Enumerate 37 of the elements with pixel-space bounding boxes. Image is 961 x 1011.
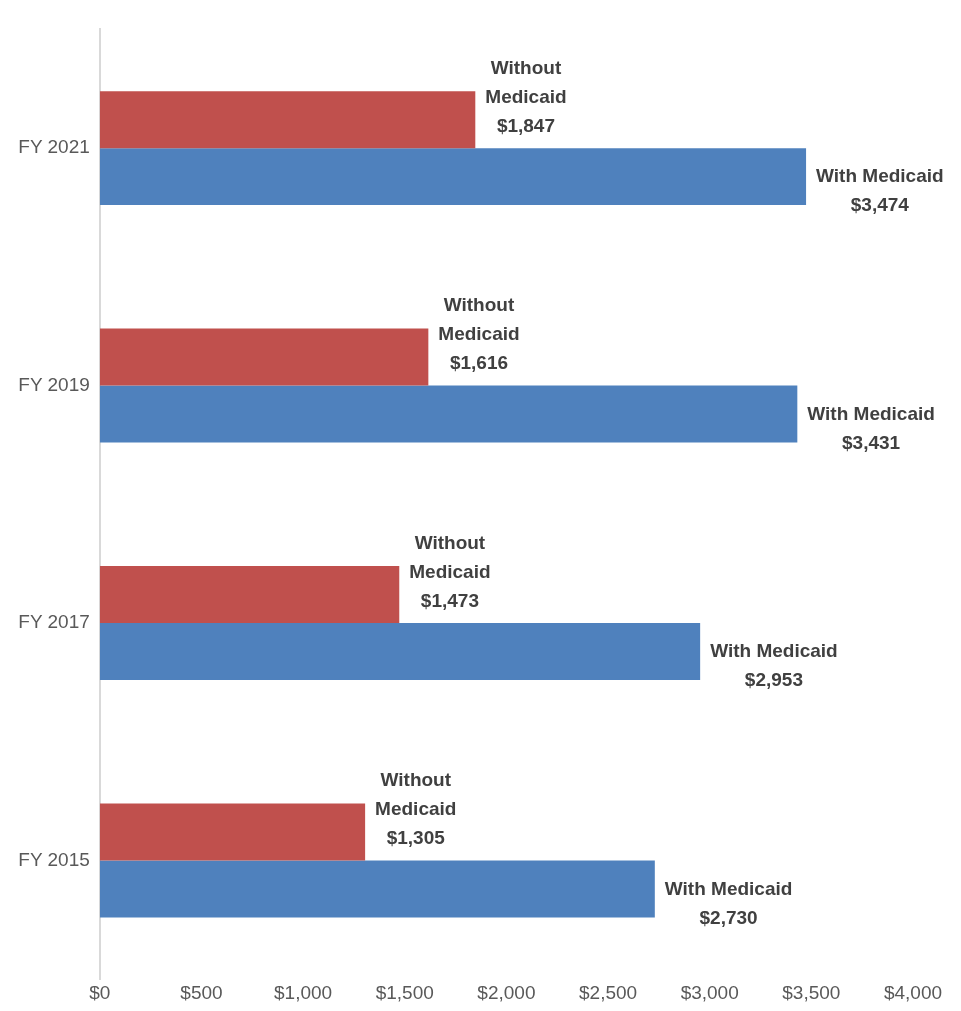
x-tick-label: $0 [89, 981, 111, 1003]
x-tick-label: $3,500 [782, 981, 841, 1003]
text: With Medicaid [807, 402, 935, 424]
x-tick-label: $500 [180, 981, 223, 1003]
data-label: $1,473 [420, 589, 479, 611]
text: With Medicaid [710, 640, 838, 662]
x-tick-label: $4,000 [883, 981, 943, 1003]
y-tick-label: FY 2017 [18, 611, 90, 633]
bar [99, 623, 701, 681]
bar [99, 566, 400, 624]
data-label: $1,616 [449, 352, 509, 374]
bar [99, 328, 429, 386]
bar [99, 385, 798, 443]
y-tick-label: FY 2015 [18, 848, 90, 870]
x-tick-label: $2,500 [579, 981, 638, 1003]
data-label: $3,474 [850, 194, 910, 216]
text: Without Medicaid [375, 769, 457, 820]
bar [99, 148, 807, 206]
data-label: $2,953 [744, 669, 803, 691]
x-tick-label: $2,000 [477, 981, 536, 1003]
y-tick-label: FY 2019 [18, 373, 90, 395]
data-label: $1,305 [386, 827, 446, 849]
x-tick-label: $3,000 [680, 981, 739, 1003]
bar [99, 91, 476, 149]
x-tick-label: $1,500 [375, 981, 434, 1003]
bar [99, 803, 366, 861]
series-label: With Medicaid [816, 165, 944, 187]
bar [99, 860, 655, 918]
data-label: $1,847 [496, 114, 556, 136]
y-tick-label: FY 2021 [18, 136, 90, 158]
text: With Medicaid [664, 877, 793, 899]
data-label: $3,431 [842, 431, 901, 453]
x-tick-label: $1,000 [274, 981, 333, 1003]
text: Without Medicaid [409, 531, 491, 582]
series-label: Without Medicaid [438, 294, 520, 345]
text: Without Medicaid [485, 56, 567, 107]
data-label: $2,730 [699, 906, 758, 928]
